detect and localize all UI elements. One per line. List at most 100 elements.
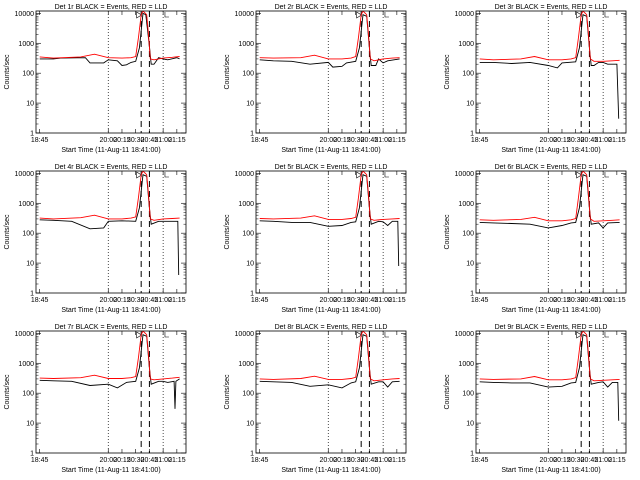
y-axis-label: Counts/sec xyxy=(444,214,451,250)
panel-title: Det 4r BLACK = Events, RED = LLD xyxy=(55,164,168,171)
corner-glyph xyxy=(605,12,609,17)
x-tick-label: 18:45 xyxy=(31,297,49,304)
x-tick-label: 21:15 xyxy=(168,137,186,144)
corner-glyph xyxy=(385,332,389,337)
y-tick-label: 10000 xyxy=(15,11,35,18)
x-axis-label: Start Time (11-Aug-11 18:41:00) xyxy=(501,147,600,154)
x-tick-label: 18:45 xyxy=(251,137,269,144)
x-axis-label: Start Time (11-Aug-11 18:41:00) xyxy=(281,307,380,314)
y-tick-label: 1000 xyxy=(238,41,254,48)
corner-glyph xyxy=(165,172,169,177)
y-tick-label: 10000 xyxy=(455,11,475,18)
series-lld-line xyxy=(260,331,400,381)
y-axis-label: Counts/sec xyxy=(4,214,11,250)
y-tick-label: 1000 xyxy=(458,201,474,208)
y-axis-label: Counts/sec xyxy=(444,374,451,410)
y-axis-label: Counts/sec xyxy=(444,54,451,90)
panel-title: Det 1r BLACK = Events, RED = LLD xyxy=(55,4,168,11)
panel-det-2: Det 2r BLACK = Events, RED = LLD Counts/s… xyxy=(224,4,406,154)
y-axis-label: Counts/sec xyxy=(224,214,231,250)
panel-det-1: Det 1r BLACK = Events, RED = LLD Counts/s… xyxy=(4,4,186,154)
y-tick-label: 10 xyxy=(466,421,474,428)
y-axis-label: Counts/sec xyxy=(4,374,11,410)
panel-title: Det 6r BLACK = Events, RED = LLD xyxy=(495,164,608,171)
series-lld-line xyxy=(480,331,620,381)
panel-det-5: Det 5r BLACK = Events, RED = LLDCounts/s… xyxy=(224,164,406,314)
x-axis-label: Start Time (11-Aug-11 18:41:00) xyxy=(501,307,600,314)
panel-det-8: Det 8r BLACK = Events, RED = LLD Counts/s… xyxy=(224,324,406,474)
y-tick-label: 100 xyxy=(242,231,254,238)
x-tick-label: 21:15 xyxy=(168,297,186,304)
series-events-line xyxy=(480,335,619,421)
x-tick-label: 21:15 xyxy=(608,137,626,144)
x-tick-label: 21:15 xyxy=(388,457,406,464)
series-lld-line xyxy=(40,171,180,220)
plot-frame xyxy=(476,11,626,133)
x-axis-label: Start Time (11-Aug-11 18:41:00) xyxy=(501,467,600,474)
y-tick-label: 100 xyxy=(22,391,34,398)
y-tick-label: 1000 xyxy=(238,361,254,368)
panel-title: Det 3r BLACK = Events, RED = LLD xyxy=(495,4,608,11)
y-tick-label: 10 xyxy=(466,101,474,108)
y-tick-label: 10000 xyxy=(235,171,255,178)
y-tick-label: 100 xyxy=(462,231,474,238)
y-tick-label: 10 xyxy=(246,421,254,428)
y-tick-label: 10000 xyxy=(455,331,475,338)
y-tick-label: 100 xyxy=(462,391,474,398)
y-axis-label: Counts/sec xyxy=(224,54,231,90)
y-tick-label: 10000 xyxy=(235,331,255,338)
y-tick-label: 10000 xyxy=(15,171,35,178)
panel-title: Det 7r BLACK = Events, RED = LLD xyxy=(55,324,168,331)
x-axis-label: Start Time (11-Aug-11 18:41:00) xyxy=(281,147,380,154)
series-events-line xyxy=(480,15,619,119)
panel-title: Det 9r BLACK = Events, RED = LLD xyxy=(495,324,608,331)
x-axis-label: Start Time (11-Aug-11 18:41:00) xyxy=(61,467,160,474)
y-axis-label: Counts/sec xyxy=(224,374,231,410)
plot-frame xyxy=(256,11,406,133)
y-tick-label: 100 xyxy=(22,71,34,78)
series-lld-line xyxy=(40,331,180,380)
x-axis-label: Start Time (11-Aug-11 18:41:00) xyxy=(61,147,160,154)
x-tick-label: 18:45 xyxy=(471,457,489,464)
y-tick-label: 10 xyxy=(466,261,474,268)
corner-glyph xyxy=(385,172,389,177)
x-tick-label: 18:45 xyxy=(251,457,269,464)
panel-title: Det 8r BLACK = Events, RED = LLD xyxy=(275,324,388,331)
plot-frame xyxy=(476,331,626,453)
plot-frame xyxy=(36,11,186,133)
plot-frame xyxy=(256,331,406,453)
y-tick-label: 1000 xyxy=(18,41,34,48)
y-tick-label: 1000 xyxy=(18,201,34,208)
x-tick-label: 21:15 xyxy=(608,297,626,304)
panel-det-7: Det 7r BLACK = Events, RED = LLD Counts/s… xyxy=(4,324,186,474)
y-tick-label: 10 xyxy=(26,261,34,268)
x-tick-label: 21:15 xyxy=(168,457,186,464)
y-tick-label: 10000 xyxy=(15,331,35,338)
x-axis-label: Start Time (11-Aug-11 18:41:00) xyxy=(281,467,380,474)
panel-det-6: Det 6r BLACK = Events, RED = LLD Counts/s… xyxy=(444,164,626,314)
panel-title: Det 2r BLACK = Events, RED = LLD xyxy=(275,4,388,11)
series-lld-line xyxy=(40,11,180,60)
y-tick-label: 1000 xyxy=(18,361,34,368)
plot-frame xyxy=(476,171,626,293)
x-tick-label: 18:45 xyxy=(471,137,489,144)
series-events-line xyxy=(40,175,179,275)
detector-rates-figure: Det 1r BLACK = Events, RED = LLD Counts/s… xyxy=(0,0,640,480)
plot-frame xyxy=(36,331,186,453)
y-tick-label: 10 xyxy=(246,101,254,108)
corner-glyph xyxy=(165,12,169,17)
panel-det-9: Det 9r BLACK = Events, RED = LLD Counts/s… xyxy=(444,324,626,474)
plot-frame xyxy=(36,171,186,293)
y-tick-label: 10 xyxy=(26,421,34,428)
series-events-line xyxy=(40,335,180,409)
y-tick-label: 10 xyxy=(26,101,34,108)
y-tick-label: 10000 xyxy=(455,171,475,178)
x-axis-label: Start Time (11-Aug-11 18:41:00) xyxy=(61,307,160,314)
series-lld-line xyxy=(480,171,620,221)
y-tick-label: 1000 xyxy=(458,41,474,48)
x-tick-label: 18:45 xyxy=(31,137,49,144)
series-lld-line xyxy=(260,11,400,61)
x-tick-label: 18:45 xyxy=(471,297,489,304)
corner-glyph xyxy=(605,332,609,337)
y-tick-label: 1000 xyxy=(458,361,474,368)
